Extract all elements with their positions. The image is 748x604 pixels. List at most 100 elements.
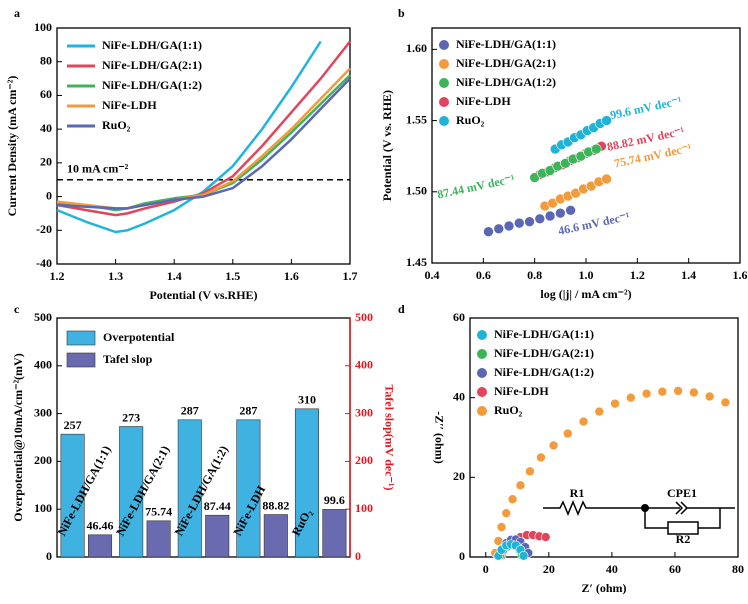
x-axis-title: Z′ (ohm) — [581, 581, 626, 595]
y-tick-label: 400 — [34, 358, 52, 372]
data-point — [689, 387, 699, 398]
circuit-label: R2 — [676, 532, 691, 546]
panel-label: d — [398, 302, 405, 316]
y2-tick-label: 300 — [355, 405, 373, 419]
data-point — [544, 210, 556, 222]
panel-label: a — [14, 6, 20, 20]
y-tick-label: 0 — [46, 188, 52, 202]
legend-marker — [477, 368, 487, 378]
value-label: 257 — [64, 418, 82, 432]
data-point — [493, 536, 504, 546]
bar — [263, 514, 288, 558]
value-label: 273 — [122, 410, 140, 424]
data-point — [555, 207, 566, 219]
y-axis-title: Overpotential@10mA/cm⁻²(mV) — [11, 353, 25, 521]
x-tick-label: 0.4 — [425, 268, 440, 282]
y-tick-label: -40 — [36, 256, 52, 270]
data-point — [536, 452, 546, 463]
data-point — [515, 480, 526, 491]
y-tick-label: 1.45 — [406, 255, 427, 269]
annotation: 10 mA cm⁻² — [67, 161, 129, 175]
panel-label: c — [14, 302, 20, 316]
x-tick-label: 1.5 — [225, 269, 240, 283]
x-tick-label: 80 — [732, 562, 744, 576]
y-tick-label: 500 — [34, 310, 52, 324]
x-tick-label: 1.2 — [50, 269, 65, 283]
bar — [119, 426, 144, 558]
data-point — [590, 143, 602, 155]
data-point — [610, 398, 620, 409]
legend-label: NiFe-LDH/GA(2:1) — [102, 58, 202, 72]
y-tick-label: -20 — [36, 222, 52, 236]
y-tick-label: 300 — [34, 405, 52, 419]
data-point — [503, 220, 515, 232]
legend-marker — [439, 78, 449, 88]
panel-label: b — [398, 6, 405, 20]
y-tick-label: 100 — [34, 20, 52, 34]
bar — [177, 419, 202, 558]
legend-swatch — [66, 330, 96, 346]
legend-label: Tafel slop — [103, 352, 153, 366]
x-tick-label: 0.6 — [476, 268, 491, 282]
legend-label: NiFe-LDH — [456, 94, 511, 108]
bar — [322, 509, 347, 558]
legend-swatch — [66, 352, 96, 368]
y-tick-label: 80 — [40, 53, 52, 67]
legend-label: NiFe-LDH/GA(1:2) — [456, 75, 556, 89]
data-point — [562, 428, 573, 439]
data-line — [56, 40, 322, 234]
y-tick-label: 1.55 — [406, 112, 427, 126]
circuit-label: CPE1 — [667, 486, 697, 500]
data-point — [704, 391, 715, 402]
legend-label: Overpotential — [103, 330, 175, 344]
y2-tick-label: 0 — [355, 549, 361, 563]
y-tick-label: 200 — [34, 453, 52, 467]
x-axis-title: log (|j| / mA cm⁻²) — [540, 287, 631, 301]
x-tick-label: 0 — [483, 562, 489, 576]
y2-axis-title: Tafel slop(mV dec⁻¹) — [382, 385, 396, 491]
y-tick-label: 40 — [40, 121, 52, 135]
legend-label: NiFe-LDH/GA(1:1) — [494, 327, 594, 341]
x-tick-label: 0.8 — [527, 268, 542, 282]
data-point — [673, 386, 683, 396]
data-point — [501, 508, 512, 518]
data-point — [493, 223, 505, 235]
circuit-wire — [543, 500, 735, 529]
circuit-node — [641, 504, 649, 512]
data-point — [483, 226, 494, 237]
x-tick-label: 1.4 — [167, 269, 182, 283]
value-label: 99.6 — [324, 493, 345, 507]
legend-label: NiFe-LDH — [494, 384, 549, 398]
value-label: 88.82 — [262, 498, 289, 512]
value-label: 310 — [298, 393, 316, 407]
data-point — [525, 466, 535, 477]
y-tick-label: 1.60 — [406, 41, 427, 55]
bar — [294, 408, 320, 558]
plot-frame — [56, 27, 351, 265]
data-point — [657, 386, 668, 397]
y-tick-label: 60 — [40, 87, 52, 101]
x-tick-label: 1.2 — [630, 268, 645, 282]
y2-tick-label: 400 — [355, 358, 373, 372]
legend-label: RuO₂ — [456, 113, 485, 127]
bar — [146, 520, 171, 558]
x-axis-title: Potential (V vs.RHE) — [149, 288, 257, 302]
legend-label: NiFe-LDH/GA(1:2) — [494, 365, 594, 379]
data-point — [534, 213, 546, 225]
x-tick-label: 40 — [606, 562, 618, 576]
legend-label: NiFe-LDH/GA(1:2) — [102, 78, 202, 92]
circuit-cpe — [675, 501, 689, 515]
data-point — [548, 440, 559, 451]
y-tick-label: 0 — [46, 549, 52, 563]
y-tick-label: 1.50 — [406, 184, 427, 198]
legend-label: NiFe-LDH/GA(1:1) — [102, 38, 202, 52]
x-tick-label: 1.6 — [284, 269, 299, 283]
data-point — [507, 494, 518, 505]
y-tick-label: 100 — [34, 501, 52, 515]
x-tick-label: 1.7 — [343, 269, 358, 283]
data-point — [565, 205, 576, 216]
legend-marker — [439, 59, 449, 69]
x-tick-label: 60 — [669, 562, 681, 576]
x-tick-label: 20 — [543, 562, 555, 576]
